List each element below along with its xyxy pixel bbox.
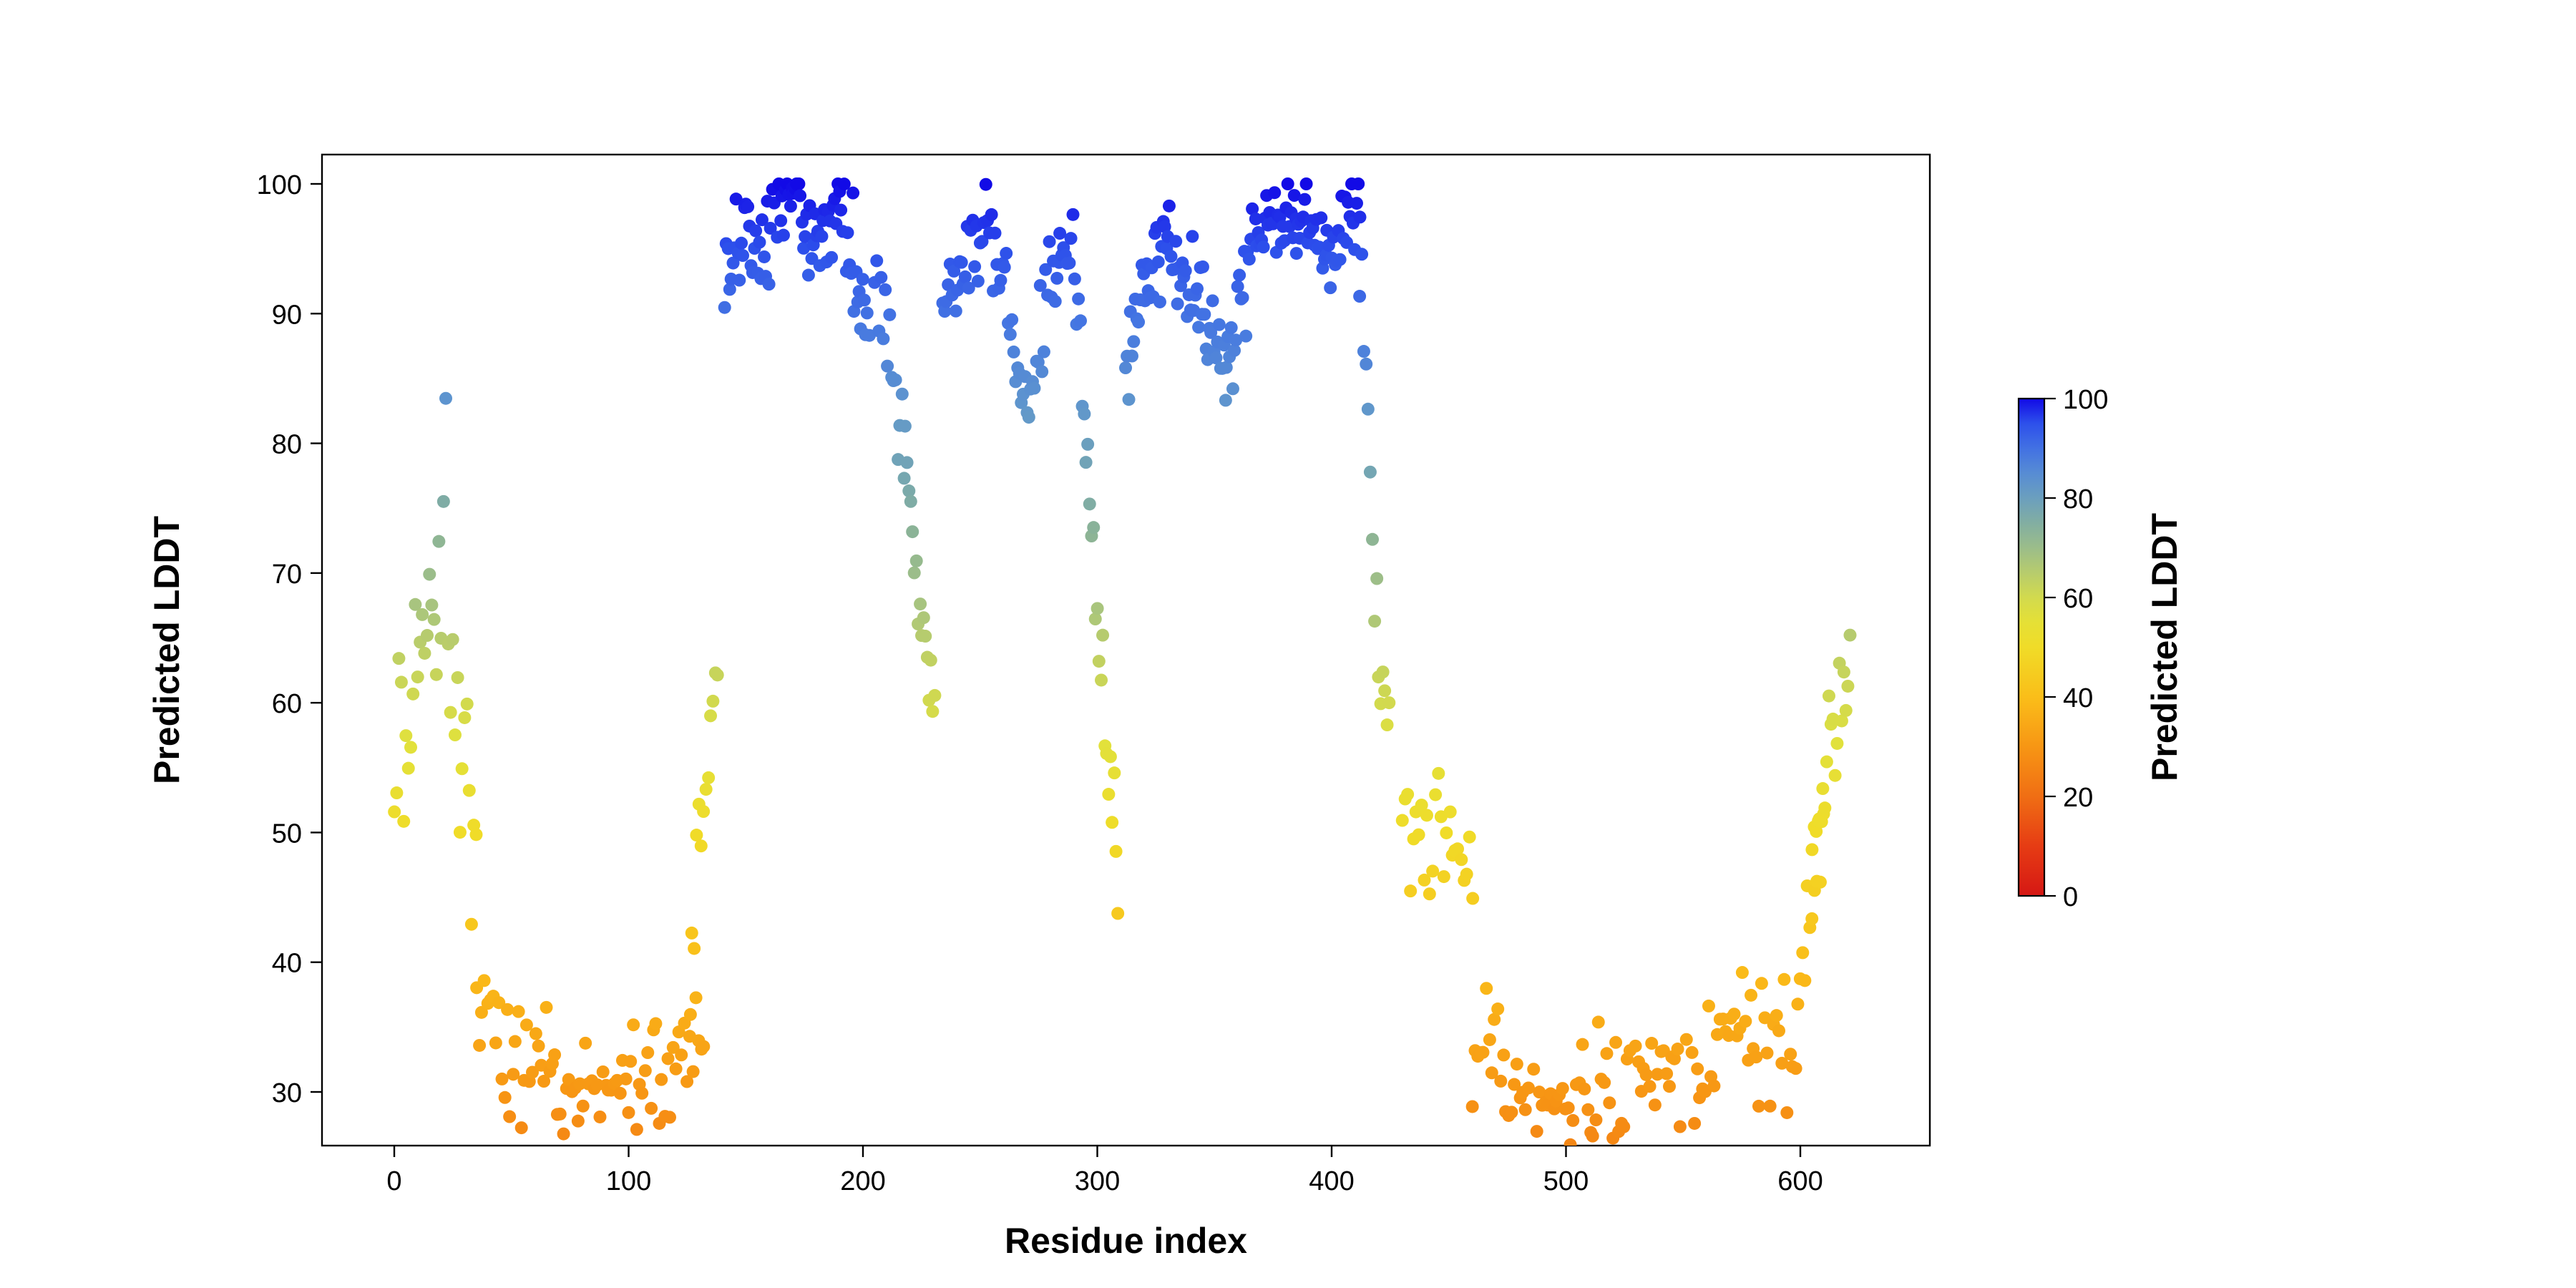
svg-text:30: 30 [272, 1078, 302, 1108]
svg-text:100: 100 [2063, 385, 2108, 415]
svg-text:50: 50 [272, 819, 302, 849]
svg-text:70: 70 [272, 560, 302, 590]
svg-text:100: 100 [257, 170, 302, 200]
svg-text:20: 20 [2063, 783, 2093, 813]
svg-text:200: 200 [840, 1166, 885, 1196]
svg-text:Residue index: Residue index [1005, 1221, 1247, 1261]
svg-text:80: 80 [272, 430, 302, 460]
svg-text:60: 60 [2063, 584, 2093, 614]
svg-text:Predicted LDDT: Predicted LDDT [2145, 513, 2185, 781]
svg-text:400: 400 [1309, 1166, 1354, 1196]
svg-text:500: 500 [1543, 1166, 1589, 1196]
svg-text:Predicted LDDT: Predicted LDDT [147, 516, 187, 784]
svg-text:300: 300 [1075, 1166, 1120, 1196]
svg-text:0: 0 [386, 1166, 401, 1196]
svg-text:40: 40 [272, 949, 302, 979]
svg-text:90: 90 [272, 300, 302, 330]
svg-text:100: 100 [606, 1166, 651, 1196]
svg-text:60: 60 [272, 689, 302, 719]
svg-text:80: 80 [2063, 484, 2093, 514]
svg-text:40: 40 [2063, 683, 2093, 713]
svg-text:0: 0 [2063, 882, 2078, 912]
svg-text:600: 600 [1777, 1166, 1823, 1196]
